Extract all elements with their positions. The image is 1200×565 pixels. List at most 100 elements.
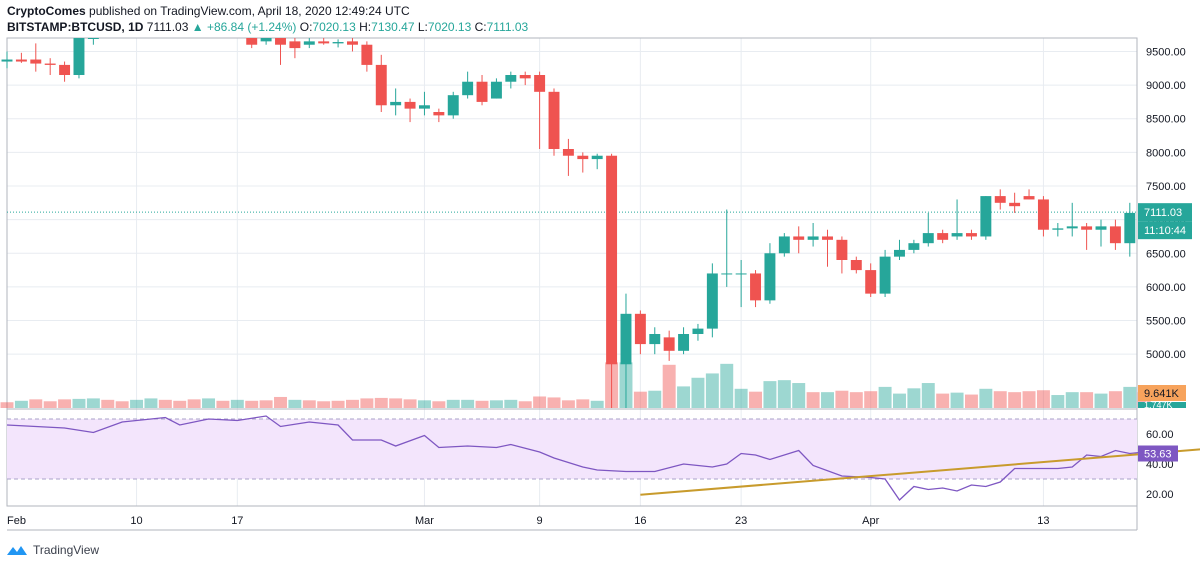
volume-bar [648,390,662,408]
volume-tag-secondary [1138,402,1186,408]
volume-bar [1123,386,1137,408]
low-label: L: [417,20,428,34]
volume-bar [633,391,647,408]
volume-bar [187,399,201,408]
candle-body [1037,199,1049,230]
candle-body [260,38,272,42]
candle-body [375,64,387,106]
candle [490,78,502,99]
volume-bar [677,386,691,408]
volume-bar [921,383,935,408]
candle [865,263,877,297]
volume-bar [245,400,259,408]
candle [260,38,272,45]
volume-bar [893,393,906,408]
candle-body [836,239,848,260]
volume-bar [1080,392,1094,408]
candle-body [965,233,977,237]
candle [591,153,603,170]
rsi-line [6,415,1159,501]
volume-bar [432,401,446,408]
candle [937,229,949,244]
price-tick-label: 9000.00 [1146,80,1186,92]
rsi-tick-label: 40.00 [1146,459,1174,471]
volume-bar [936,393,950,408]
candle [462,71,474,99]
volume-bar [993,391,1007,408]
price-tick-label: 5000.00 [1146,349,1186,361]
candle-body [850,260,862,271]
volume-bar [547,397,561,408]
candle [275,38,286,65]
candle [1023,189,1035,200]
tradingview-footer[interactable]: TradingView [6,541,99,559]
candle [332,39,344,48]
candle-body [1095,226,1107,230]
candle [1009,192,1021,213]
volume-bar [288,399,302,408]
volume-bar [749,391,763,408]
candle-body [822,236,833,240]
author-name[interactable]: CryptoComes [7,4,86,18]
candle [534,71,546,149]
volume-bar [130,399,144,408]
candle-body [1009,202,1021,207]
candle [447,91,459,119]
candle [965,229,977,240]
candle [1066,202,1078,237]
candle-body [73,38,85,75]
rsi-trendline [640,448,1200,496]
volume-bar [821,392,834,408]
last-price-tag [1138,203,1192,222]
candle [1,51,13,69]
candle [1081,223,1093,250]
volume-bar [14,400,28,408]
last-price-tag-label: 7111.03 [1144,207,1182,219]
last-price-value: 7111.03 [146,20,189,34]
volume-bar [1094,393,1108,408]
rsi-value-tag [1138,445,1178,462]
candle-body [1109,226,1121,244]
candle [850,256,862,274]
candle-body [289,41,301,49]
candle-body [15,59,27,62]
candle-body [951,233,963,237]
time-axis-labels: Feb 10 17 Mar 9 16 23 Apr 13 [7,515,1050,527]
candle-body [764,253,776,301]
candle-body [577,155,589,160]
candle-body [303,41,315,45]
candle-body [591,155,603,160]
volume-bar [1108,391,1122,408]
candle [606,153,618,408]
volume-bar [964,394,978,408]
candle-body [706,273,718,329]
low-value: 7020.13 [427,20,472,34]
candle-body [534,75,546,92]
candle [678,327,690,355]
close-value: 7111.03 [486,20,529,34]
candle [375,54,387,112]
volume-bar [331,400,345,408]
chart-canvas[interactable]: 5000.005500.006000.006500.007000.007500.… [0,0,1200,540]
rsi-band [7,419,1137,479]
candle-body [246,38,258,45]
candle-body [678,334,690,351]
candle [1109,219,1121,250]
price-tick-label: 6500.00 [1146,248,1186,260]
candle-body [519,75,531,79]
publish-line: CryptoComes published on TradingView.com… [7,4,410,18]
candle [390,88,402,116]
candle-body [318,41,330,44]
candle-body [937,233,949,240]
symbol-label[interactable]: BITSTAMP:BTCUSD, 1D [7,20,144,34]
volume-bar [518,401,532,408]
candle [836,236,848,274]
candle [289,38,301,59]
candle-body [418,105,430,109]
footer-brand: TradingView [33,543,100,557]
ohlc-legend: BITSTAMP:BTCUSD, 1D 7111.03 ▲ +86.84 (+1… [7,20,528,34]
candle [721,209,733,287]
candle [59,61,71,82]
candle [807,223,819,247]
rsi-axis-labels: 20.00 40.00 60.00 [1146,429,1174,501]
